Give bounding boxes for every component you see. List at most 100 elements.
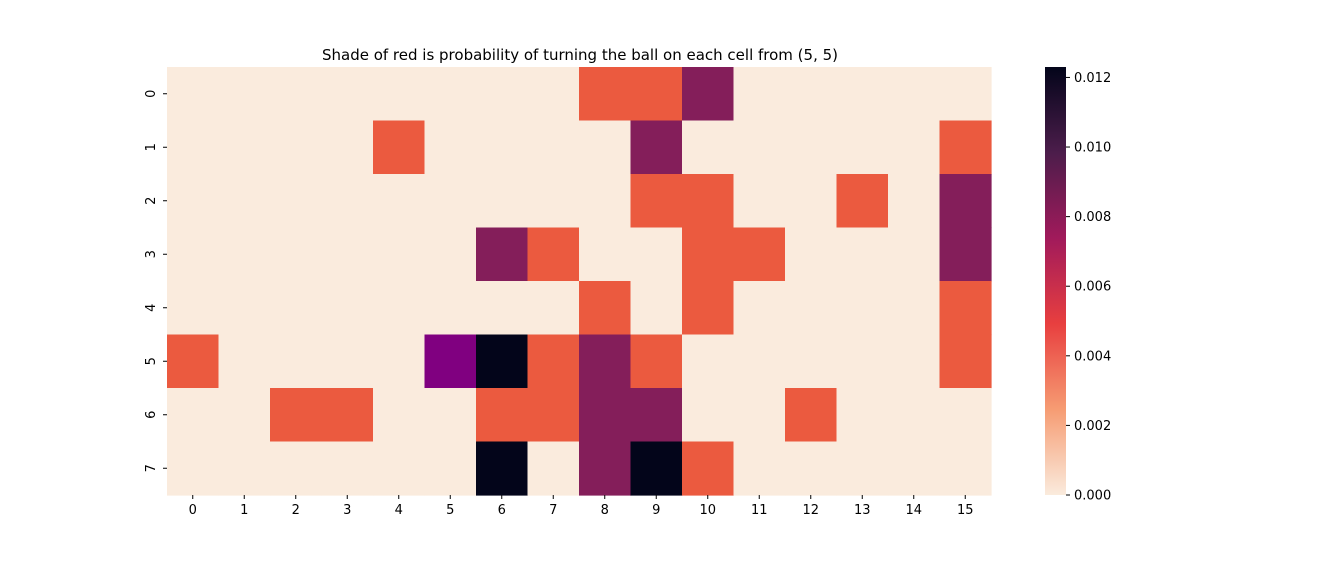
heatmap-cell-6-4 <box>373 388 426 443</box>
colorbar-tick-label: 0.006 <box>1074 280 1111 295</box>
heatmap-cell-7-5 <box>424 441 477 496</box>
y-axis: 0 1 2 3 4 5 6 7 <box>144 90 167 472</box>
heatmap-cell-3-8 <box>579 227 632 282</box>
heatmap-cell-3-2 <box>270 227 323 282</box>
heatmap-cell-2-9 <box>630 174 683 229</box>
heatmap-cell-7-8 <box>579 441 632 496</box>
heatmap-cell-0-1 <box>218 67 271 122</box>
x-tick-label: 9 <box>652 503 660 518</box>
colorbar-gradient <box>1045 67 1066 495</box>
heatmap-cell-5-8 <box>579 334 632 389</box>
heatmap-cell-4-11 <box>733 281 786 336</box>
heatmap-cell-4-9 <box>630 281 683 336</box>
heatmap-cell-1-15 <box>939 120 992 175</box>
heatmap-cell-0-11 <box>733 67 786 122</box>
y-tick-label: 6 <box>144 411 159 419</box>
heatmap-cell-1-3 <box>321 120 374 175</box>
heatmap-cell-7-7 <box>527 441 580 496</box>
heatmap-cell-7-12 <box>785 441 838 496</box>
heatmap-cell-1-14 <box>888 120 941 175</box>
x-tick-label: 4 <box>395 503 403 518</box>
heatmap-cell-5-13 <box>836 334 889 389</box>
x-tick-label: 0 <box>189 503 197 518</box>
heatmap-cell-3-10 <box>682 227 735 282</box>
y-tick-label: 5 <box>144 357 159 365</box>
heatmap-cell-1-1 <box>218 120 271 175</box>
heatmap-cell-5-4 <box>373 334 426 389</box>
x-tick-label: 1 <box>240 503 248 518</box>
heatmap-cell-0-15 <box>939 67 992 122</box>
heatmap-cell-4-10 <box>682 281 735 336</box>
heatmap-cell-3-0 <box>167 227 220 282</box>
x-tick-label: 15 <box>957 503 974 518</box>
heatmap-cell-6-6 <box>476 388 529 443</box>
heatmap-cell-6-10 <box>682 388 735 443</box>
heatmap-cell-1-13 <box>836 120 889 175</box>
heatmap-cell-6-1 <box>218 388 271 443</box>
x-tick-label: 12 <box>802 503 819 518</box>
heatmap-cell-1-0 <box>167 120 220 175</box>
heatmap-cell-2-4 <box>373 174 426 229</box>
heatmap-cell-2-12 <box>785 174 838 229</box>
heatmap-cell-0-0 <box>167 67 220 122</box>
heatmap-cell-5-3 <box>321 334 374 389</box>
heatmap-cells <box>167 67 992 496</box>
heatmap-cell-6-13 <box>836 388 889 443</box>
heatmap-cell-6-2 <box>270 388 323 443</box>
heatmap-cell-2-1 <box>218 174 271 229</box>
heatmap-cell-5-11 <box>733 334 786 389</box>
heatmap-cell-4-5 <box>424 281 477 336</box>
heatmap-cell-2-0 <box>167 174 220 229</box>
x-tick-label: 6 <box>498 503 506 518</box>
heatmap-cell-2-13 <box>836 174 889 229</box>
x-tick-label: 8 <box>601 503 609 518</box>
heatmap-cell-6-12 <box>785 388 838 443</box>
heatmap-cell-4-2 <box>270 281 323 336</box>
heatmap-cell-6-8 <box>579 388 632 443</box>
heatmap-cell-0-5 <box>424 67 477 122</box>
heatmap-cell-4-15 <box>939 281 992 336</box>
heatmap-cell-6-7 <box>527 388 580 443</box>
heatmap-cell-5-0 <box>167 334 220 389</box>
x-tick-label: 14 <box>905 503 922 518</box>
heatmap-cell-1-10 <box>682 120 735 175</box>
heatmap-cell-6-0 <box>167 388 220 443</box>
heatmap-cell-1-11 <box>733 120 786 175</box>
heatmap-cell-6-14 <box>888 388 941 443</box>
x-tick-label: 11 <box>751 503 768 518</box>
heatmap-cell-5-1 <box>218 334 271 389</box>
heatmap-cell-4-7 <box>527 281 580 336</box>
x-tick-label: 13 <box>854 503 871 518</box>
heatmap-cell-7-4 <box>373 441 426 496</box>
heatmap-cell-3-6 <box>476 227 529 282</box>
heatmap-cell-0-14 <box>888 67 941 122</box>
heatmap-cell-0-12 <box>785 67 838 122</box>
heatmap-cell-7-6 <box>476 441 529 496</box>
heatmap-cell-5-10 <box>682 334 735 389</box>
heatmap-cell-4-8 <box>579 281 632 336</box>
heatmap-cell-4-0 <box>167 281 220 336</box>
heatmap-cell-2-15 <box>939 174 992 229</box>
heatmap-cell-7-2 <box>270 441 323 496</box>
heatmap-cell-7-14 <box>888 441 941 496</box>
heatmap-cell-1-5 <box>424 120 477 175</box>
heatmap-cell-2-5 <box>424 174 477 229</box>
heatmap-cell-6-15 <box>939 388 992 443</box>
colorbar-tick-label: 0.000 <box>1074 489 1111 504</box>
colorbar-tick-label: 0.002 <box>1074 419 1111 434</box>
heatmap-cell-0-9 <box>630 67 683 122</box>
heatmap-cell-0-10 <box>682 67 735 122</box>
heatmap-cell-1-12 <box>785 120 838 175</box>
heatmap-cell-4-4 <box>373 281 426 336</box>
heatmap-cell-4-6 <box>476 281 529 336</box>
heatmap-cell-4-12 <box>785 281 838 336</box>
y-tick-label: 7 <box>144 464 159 472</box>
heatmap-cell-0-6 <box>476 67 529 122</box>
heatmap-cell-3-1 <box>218 227 271 282</box>
y-tick-label: 2 <box>144 197 159 205</box>
colorbar-tick-label: 0.008 <box>1074 210 1111 225</box>
heatmap-cell-3-7 <box>527 227 580 282</box>
heatmap-cell-2-7 <box>527 174 580 229</box>
heatmap-cell-5-2 <box>270 334 323 389</box>
heatmap-cell-1-8 <box>579 120 632 175</box>
